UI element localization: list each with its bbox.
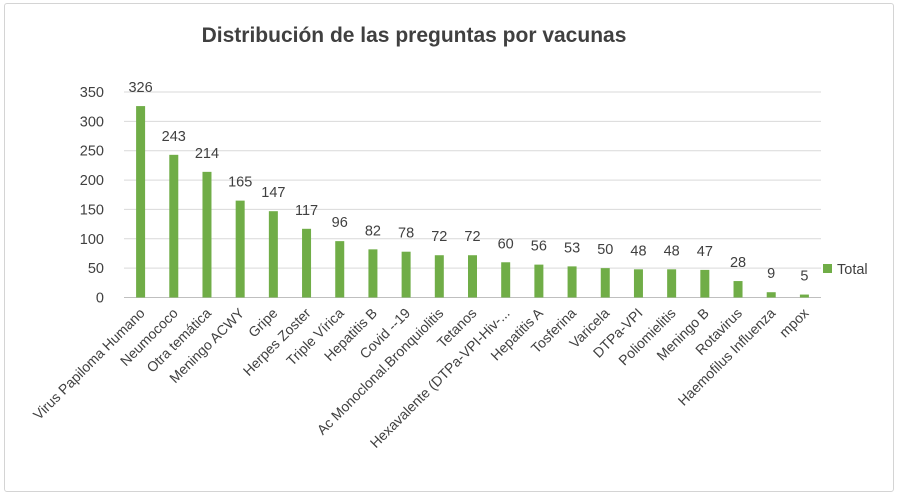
data-label: 60 (498, 236, 514, 252)
legend-label: Total (837, 262, 868, 278)
chart-frame (4, 3, 894, 492)
data-label: 82 (365, 223, 381, 239)
bar (335, 241, 345, 298)
bar (169, 154, 179, 298)
data-label: 53 (564, 240, 580, 256)
data-label: 47 (697, 244, 713, 260)
bar (136, 106, 146, 298)
data-label: 9 (767, 266, 775, 282)
bar (501, 262, 511, 298)
legend-swatch (823, 264, 832, 273)
data-label: 56 (531, 239, 547, 255)
data-label: 50 (597, 242, 613, 258)
y-tick-label: 150 (80, 202, 104, 218)
bar (368, 249, 378, 298)
bar (401, 251, 411, 298)
data-label: 243 (162, 129, 186, 145)
bar (202, 171, 212, 298)
bar (700, 269, 710, 298)
y-tick-label: 100 (80, 232, 104, 248)
bar (302, 228, 312, 298)
bar (534, 264, 544, 298)
bar (268, 211, 278, 298)
bar (468, 255, 477, 298)
chart-title: Distribución de las preguntas por vacuna… (202, 24, 627, 47)
data-labels: 326 243 214 165 147 117 96 82 78 72 72 60 56 53 50 48 48… (128, 80, 808, 284)
data-label: 147 (261, 185, 285, 201)
data-label: 5 (800, 269, 808, 285)
bars (136, 106, 809, 298)
bar (567, 266, 577, 298)
data-label: 28 (730, 255, 746, 271)
data-label: 117 (295, 203, 318, 219)
bar (600, 268, 610, 298)
bar (434, 255, 444, 298)
bar (235, 200, 245, 298)
data-label: 326 (128, 80, 152, 96)
y-tick-label: 350 (80, 85, 104, 101)
data-label: 165 (228, 175, 252, 191)
category-label: mpox (776, 305, 812, 341)
data-label: 48 (664, 243, 680, 259)
data-label: 48 (630, 243, 646, 259)
data-label: 214 (195, 146, 219, 162)
data-label: 72 (431, 229, 447, 245)
bar (799, 294, 809, 298)
y-tick-label: 50 (88, 261, 104, 277)
legend: Total (823, 262, 868, 278)
y-tick-label: 250 (80, 144, 104, 160)
y-tick-label: 300 (80, 114, 104, 130)
bar (766, 292, 776, 298)
data-label: 96 (332, 215, 348, 231)
y-tick-label: 0 (96, 291, 104, 307)
bar (733, 281, 743, 298)
bar (667, 269, 677, 298)
y-tick-label: 200 (80, 173, 104, 189)
y-axis-ticks: 0 50 100 150 200 250 300 350 (80, 85, 104, 307)
bar (633, 269, 643, 298)
data-label: 72 (464, 229, 480, 245)
data-label: 78 (398, 226, 414, 242)
